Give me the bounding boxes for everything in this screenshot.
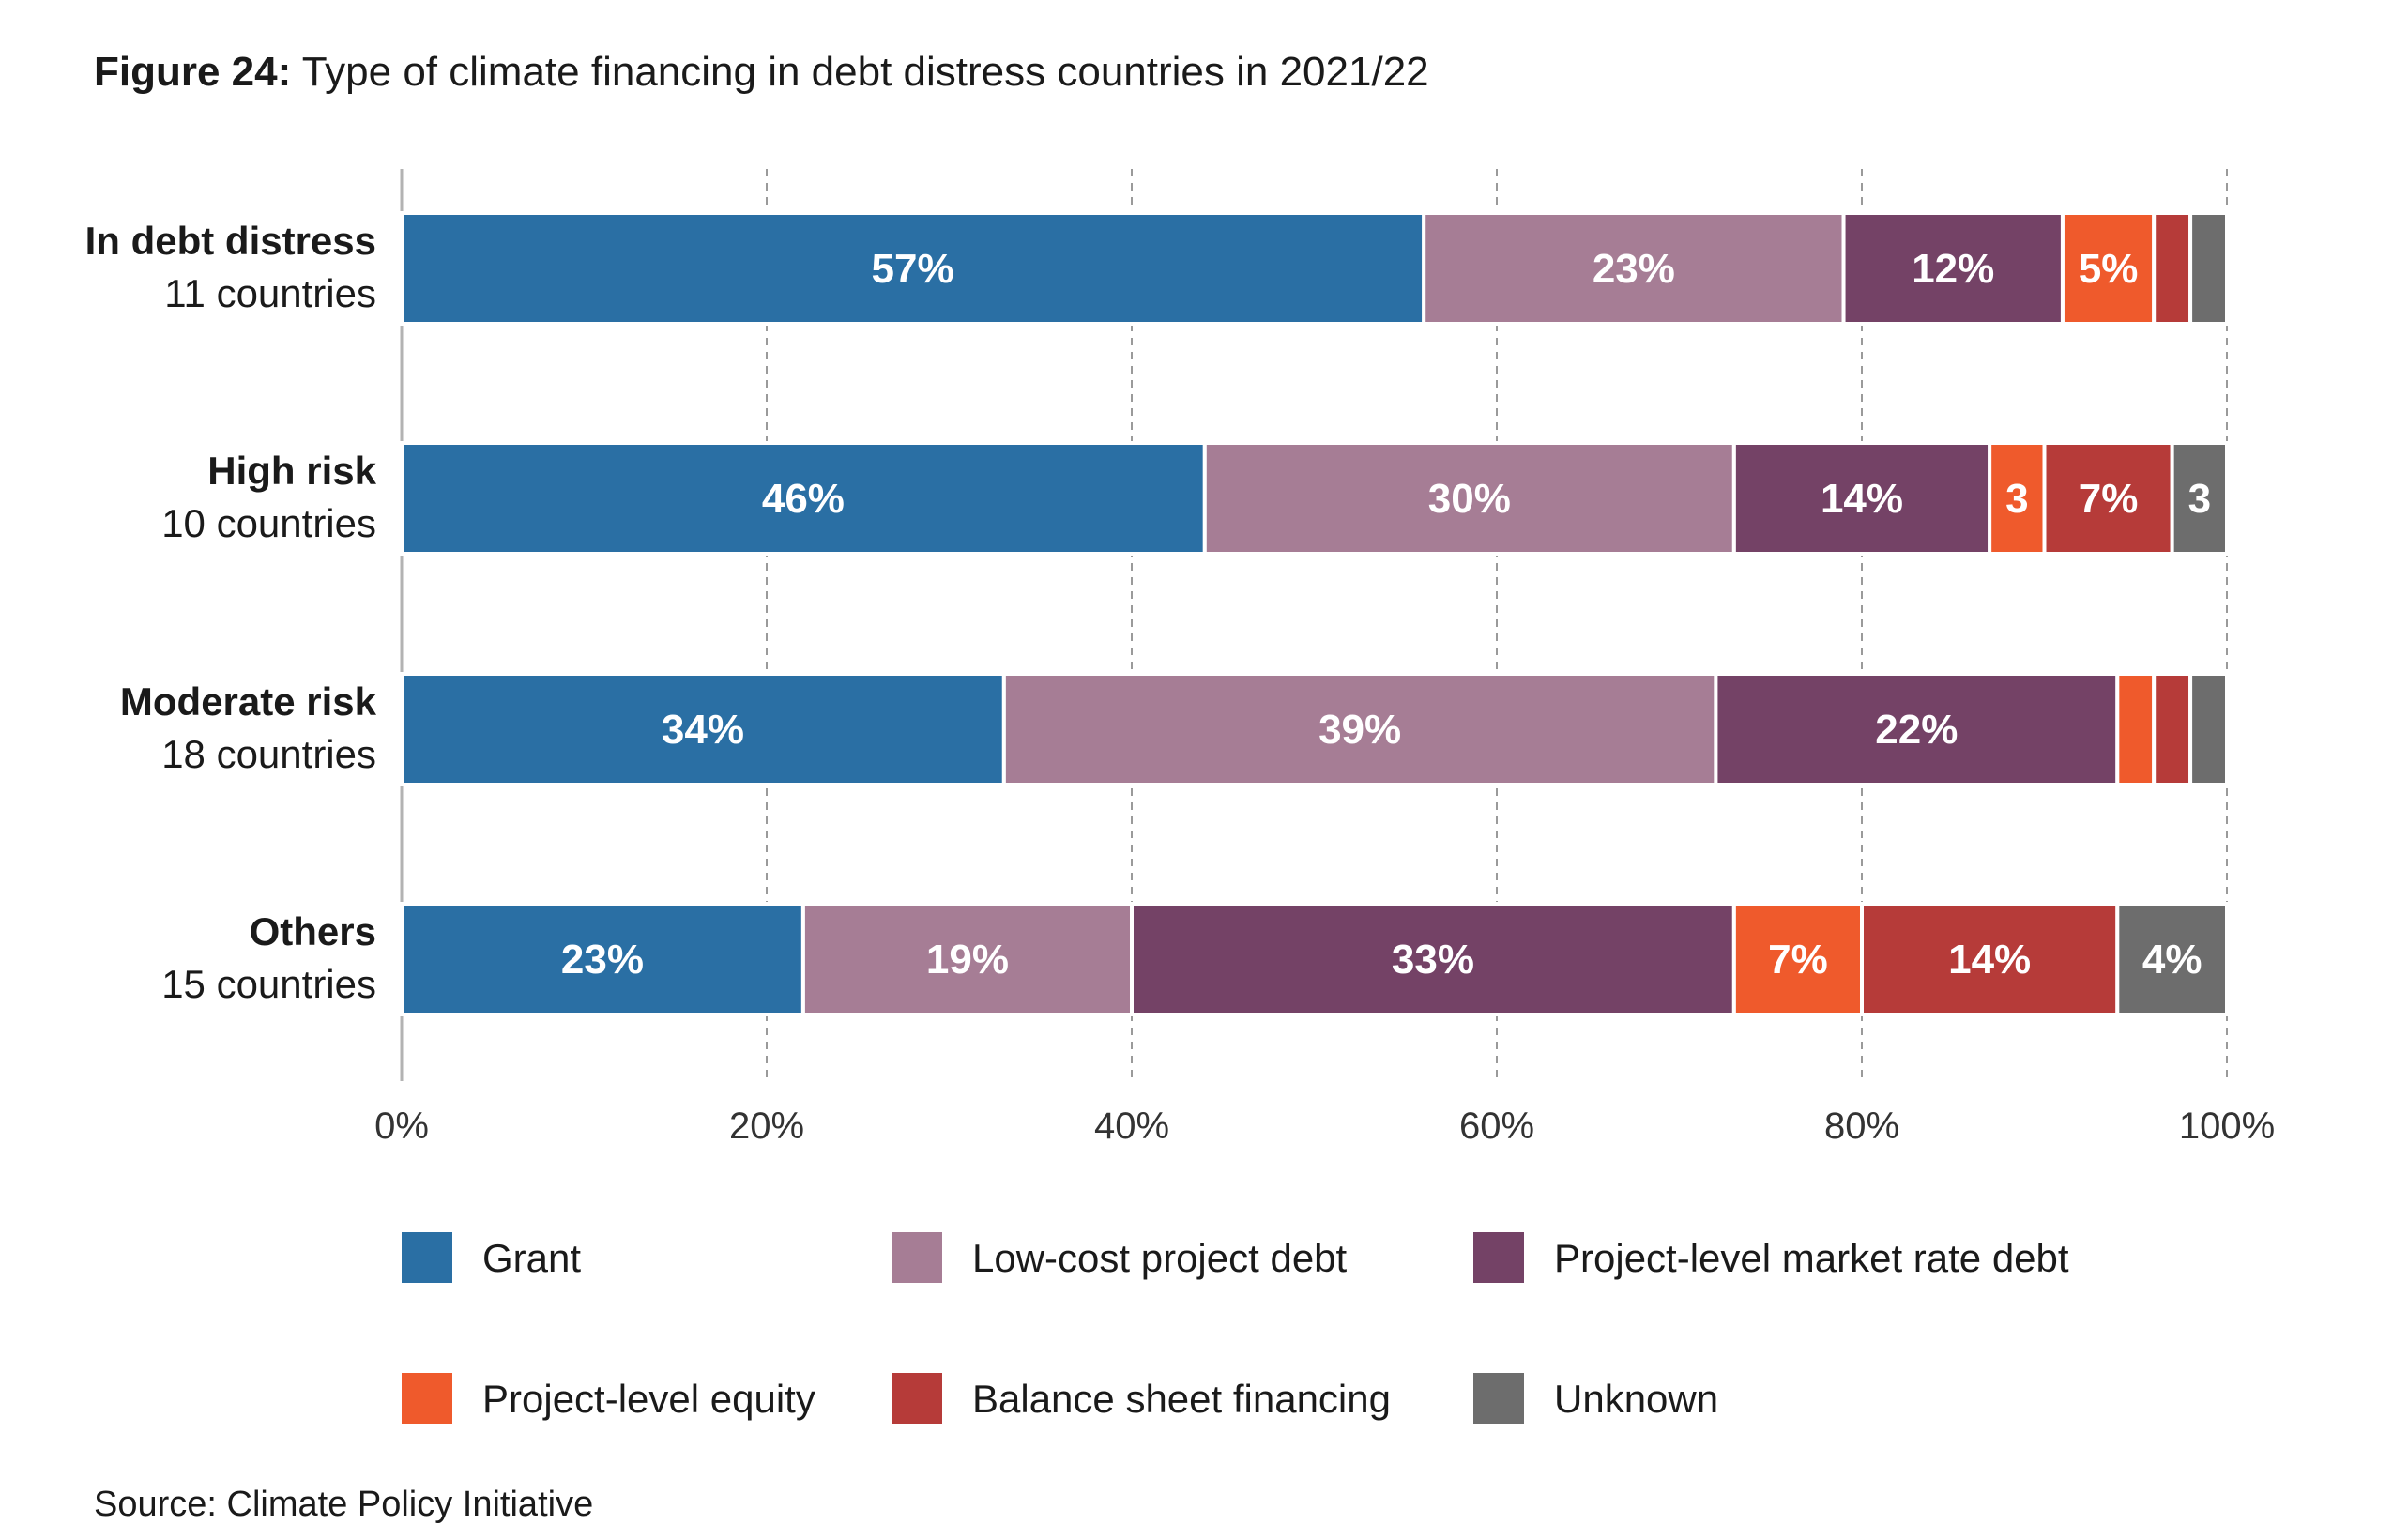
data-label: 7%: [1768, 937, 1828, 983]
data-label: 57%: [872, 246, 954, 292]
data-label: 33%: [1392, 937, 1474, 983]
bar-segment: [1988, 441, 2047, 556]
category-label: High risk: [207, 449, 376, 493]
bar-segment: [2115, 672, 2157, 786]
data-label: 34%: [662, 707, 744, 753]
category-label: Others: [250, 909, 376, 953]
bar-segment: [1001, 672, 1718, 786]
bar-segment: [400, 441, 1207, 556]
bar-segment: [1202, 441, 1736, 556]
legend-label: Balance sheet financing: [972, 1377, 1391, 1421]
category-count-label: 10 countries: [161, 501, 376, 545]
data-label: 19%: [926, 937, 1009, 983]
legend-swatch: [892, 1232, 942, 1283]
legend-swatch: [1473, 1232, 1524, 1283]
category-label: In debt distress: [85, 219, 376, 263]
bar-segment: [2152, 672, 2193, 786]
category-label: Moderate risk: [120, 679, 377, 724]
chart-title: Figure 24: Type of climate financing in …: [94, 49, 1429, 96]
data-label: 3: [2188, 476, 2211, 522]
source-note: Source: Climate Policy Initiative: [94, 1485, 594, 1524]
bar-segment: [2060, 211, 2157, 326]
data-label: 12%: [1912, 246, 1994, 292]
legend-swatch: [402, 1373, 452, 1424]
title-text: Type of climate financing in debt distre…: [301, 49, 1429, 95]
bar-segment: [400, 672, 1006, 786]
category-count-label: 11 countries: [164, 271, 376, 315]
figure-label: Figure 24:: [94, 49, 292, 95]
data-label: 7%: [2079, 476, 2139, 522]
x-tick-label: 100%: [2179, 1105, 2275, 1147]
data-label: 14%: [1948, 937, 2031, 983]
data-label: 39%: [1318, 707, 1401, 753]
legend-label: Project-level equity: [482, 1377, 815, 1421]
legend-swatch: [1473, 1373, 1524, 1424]
data-label: 4%: [2142, 937, 2202, 983]
bar-segment: [2188, 672, 2230, 786]
bar-segment: [2115, 902, 2230, 1016]
x-tick-label: 20%: [729, 1105, 804, 1147]
bar-segment: [2152, 211, 2193, 326]
legend-label: Grant: [482, 1236, 581, 1280]
legend-label: Unknown: [1554, 1377, 1718, 1421]
data-label: 23%: [561, 937, 644, 983]
data-label: 46%: [762, 476, 845, 522]
data-label: 3: [2005, 476, 2028, 522]
category-count-label: 18 countries: [161, 732, 376, 776]
x-tick-label: 80%: [1824, 1105, 1899, 1147]
bar-segment: [2042, 441, 2174, 556]
bar-segment: [1841, 211, 2065, 326]
legend-swatch: [402, 1232, 452, 1283]
bar-segment: [1731, 902, 1864, 1016]
x-tick-label: 60%: [1459, 1105, 1534, 1147]
bar-segment: [1731, 441, 1992, 556]
data-label: 5%: [2079, 246, 2139, 292]
category-count-label: 15 countries: [161, 962, 376, 1006]
bar-segment: [2188, 211, 2230, 326]
legend-label: Project-level market rate debt: [1554, 1236, 2069, 1280]
bar-segment: [2170, 441, 2229, 556]
data-label: 30%: [1428, 476, 1511, 522]
legend-label: Low-cost project debt: [972, 1236, 1348, 1280]
x-tick-label: 40%: [1094, 1105, 1169, 1147]
data-label: 23%: [1593, 246, 1675, 292]
x-tick-label: 0%: [374, 1105, 429, 1147]
legend-swatch: [892, 1373, 942, 1424]
bar-segment: [1714, 672, 2120, 786]
data-label: 22%: [1875, 707, 1958, 753]
bar-segment: [1130, 902, 1736, 1016]
data-label: 14%: [1821, 476, 1903, 522]
